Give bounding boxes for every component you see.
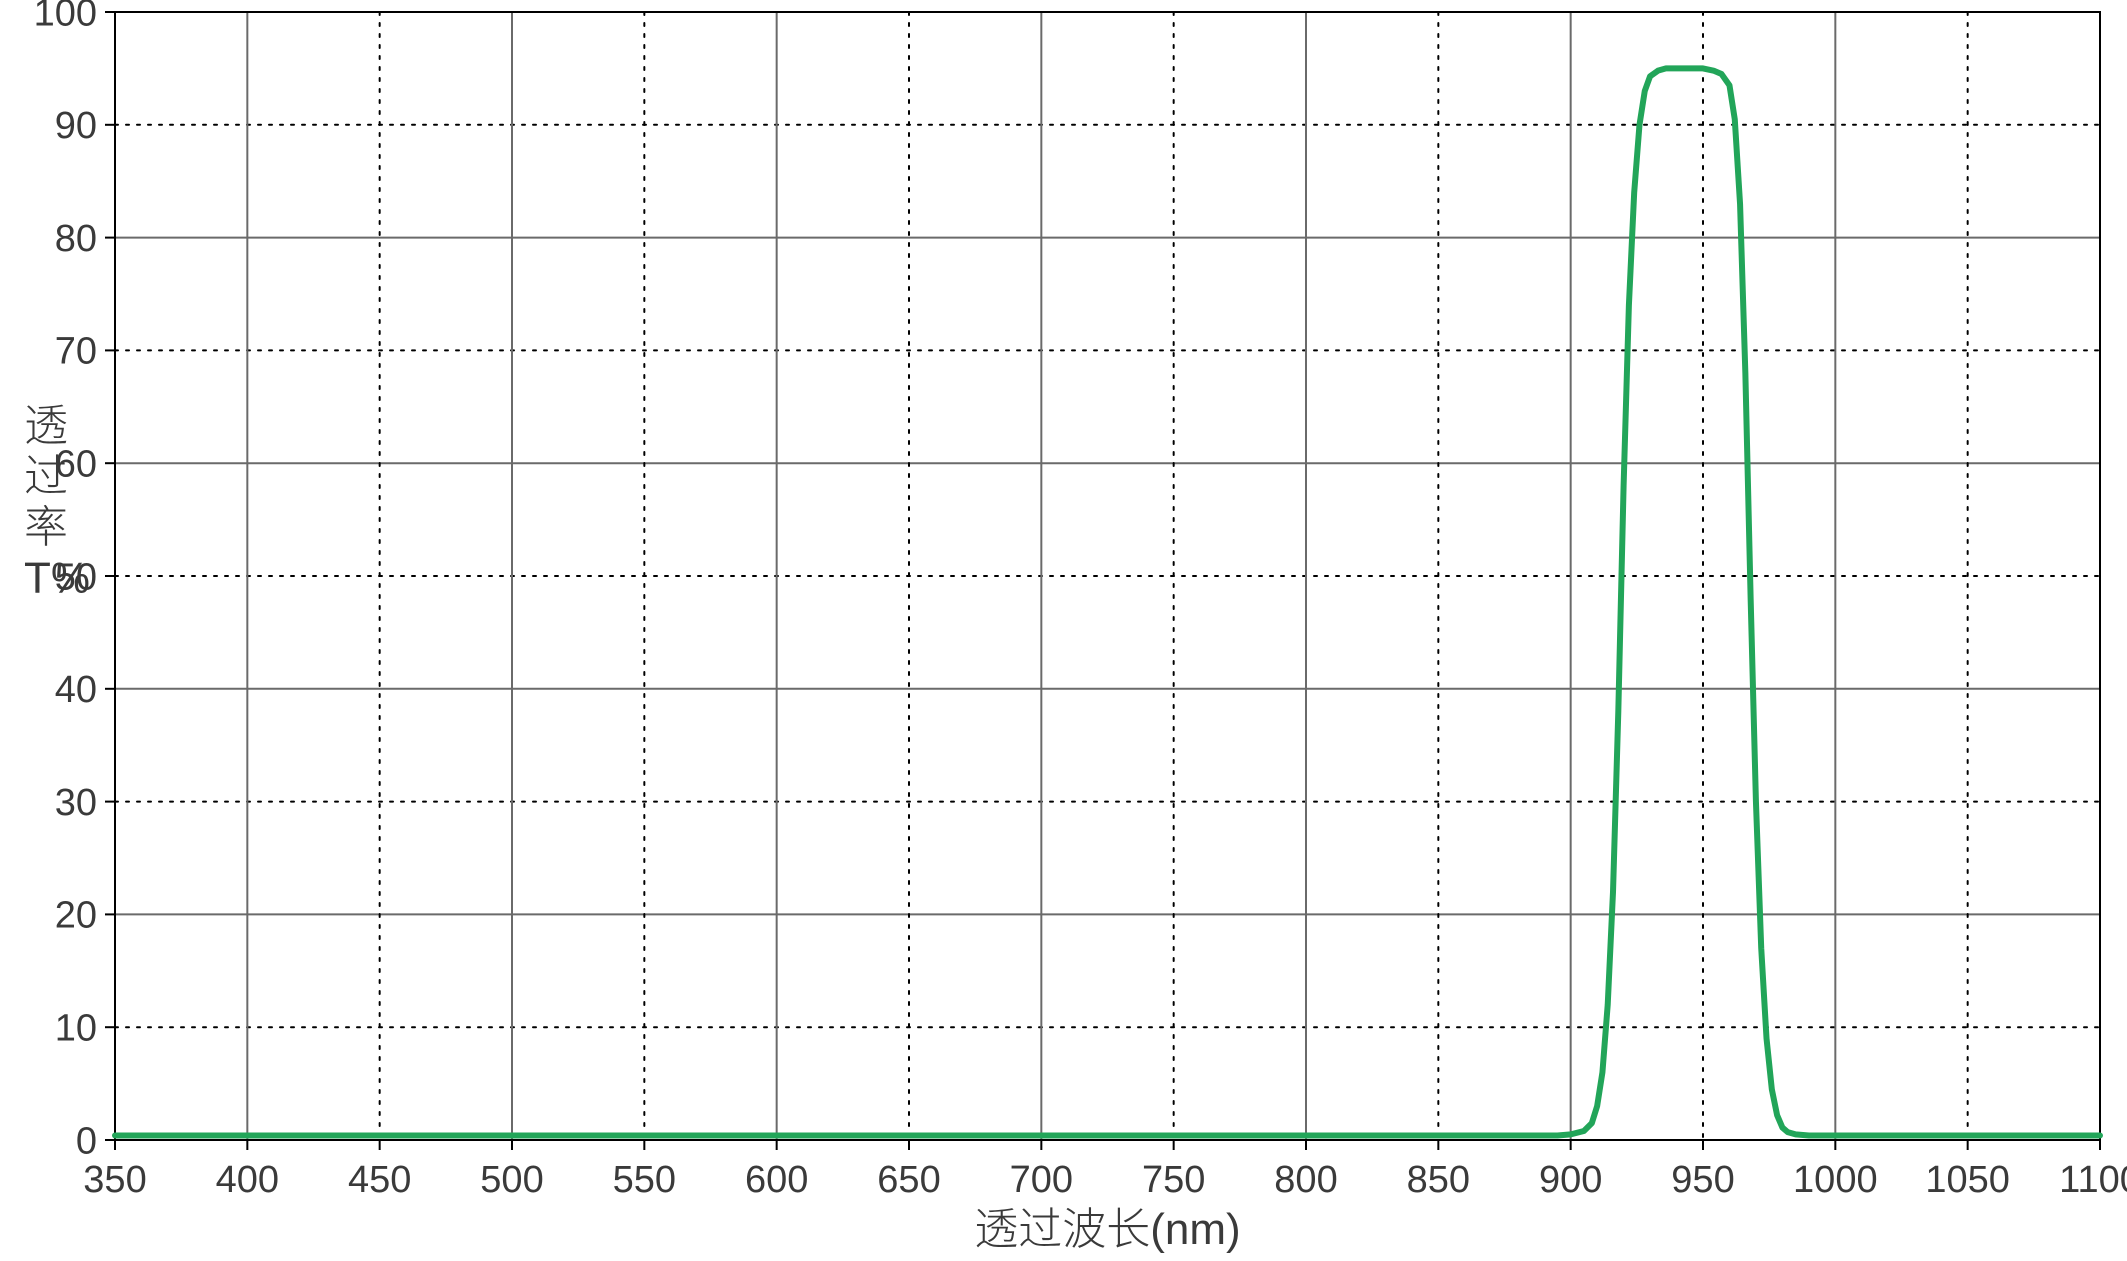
y-tick-label: 100 bbox=[34, 0, 97, 34]
x-tick-label: 900 bbox=[1539, 1159, 1602, 1201]
x-tick-label: 450 bbox=[348, 1159, 411, 1201]
x-tick-label: 1100 bbox=[2059, 1159, 2127, 1201]
x-tick-label: 350 bbox=[83, 1159, 146, 1201]
y-tick-label: 70 bbox=[55, 331, 97, 373]
x-tick-label: 650 bbox=[877, 1159, 940, 1201]
y-tick-label: 30 bbox=[55, 782, 97, 824]
x-tick-label: 800 bbox=[1274, 1159, 1337, 1201]
y-tick-label: 20 bbox=[55, 895, 97, 937]
x-tick-label: 400 bbox=[216, 1159, 279, 1201]
svg-text:透: 透 bbox=[24, 402, 68, 451]
svg-text:过: 过 bbox=[24, 452, 68, 501]
chart-svg: 3504004505005506006507007508008509009501… bbox=[0, 0, 2127, 1261]
y-tick-label: 40 bbox=[55, 669, 97, 711]
x-tick-label: 700 bbox=[1010, 1159, 1073, 1201]
y-tick-label: 80 bbox=[55, 218, 97, 260]
y-tick-label: 10 bbox=[55, 1008, 97, 1050]
x-tick-label: 600 bbox=[745, 1159, 808, 1201]
y-tick-label: 90 bbox=[55, 105, 97, 147]
x-tick-label: 500 bbox=[480, 1159, 543, 1201]
x-axis-label: 透过波长(nm) bbox=[974, 1205, 1240, 1254]
x-tick-label: 1000 bbox=[1793, 1159, 1878, 1201]
x-tick-label: 550 bbox=[613, 1159, 676, 1201]
svg-text:T%: T% bbox=[24, 553, 90, 602]
x-tick-label: 750 bbox=[1142, 1159, 1205, 1201]
x-tick-label: 950 bbox=[1671, 1159, 1734, 1201]
transmittance-chart: 3504004505005506006507007508008509009501… bbox=[0, 0, 2127, 1261]
x-tick-label: 1050 bbox=[1925, 1159, 2010, 1201]
y-tick-label: 0 bbox=[76, 1120, 97, 1162]
svg-text:率: 率 bbox=[24, 503, 68, 552]
x-tick-label: 850 bbox=[1407, 1159, 1470, 1201]
